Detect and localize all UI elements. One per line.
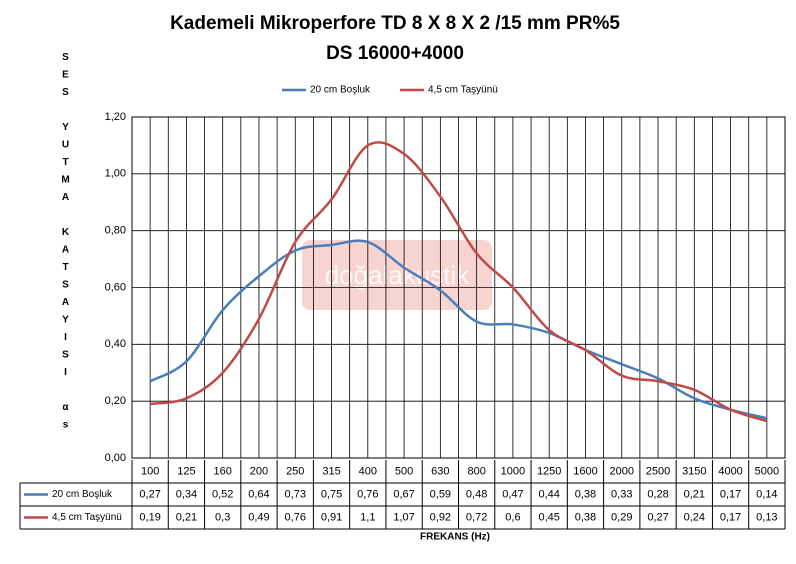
table-value: 0,19 (139, 511, 160, 523)
x-tick-label: 500 (395, 465, 413, 477)
table-value: 0,34 (176, 488, 197, 500)
chart-title: Kademeli Mikroperfore TD 8 X 8 X 2 /15 m… (170, 13, 620, 34)
x-tick-label: 2500 (646, 465, 670, 477)
table-value: 0,44 (538, 488, 559, 500)
table-value: 0,45 (538, 511, 559, 523)
x-tick-label: 250 (286, 465, 304, 477)
y-tick-label: 1,00 (105, 168, 126, 180)
x-tick-label: 1250 (537, 465, 561, 477)
x-tick-label: 4000 (718, 465, 742, 477)
y-tick-label: 0,00 (105, 452, 126, 464)
table-value: 0,6 (505, 511, 520, 523)
table-value: 0,14 (756, 488, 777, 500)
table-value: 0,48 (466, 488, 487, 500)
table-value: 0,76 (357, 488, 378, 500)
table-series-name: 20 cm Boşluk (52, 489, 113, 500)
table-value: 1,1 (360, 511, 375, 523)
table-value: 0,91 (321, 511, 342, 523)
plot-frame (131, 116, 786, 459)
x-tick-label: 800 (467, 465, 485, 477)
y-tick-label: 0,40 (105, 338, 126, 350)
x-tick-label: 1600 (573, 465, 597, 477)
table-value: 0,52 (212, 488, 233, 500)
watermark: doğalakustik (325, 260, 471, 290)
table-value: 0,75 (321, 488, 342, 500)
table-value: 0,72 (466, 511, 487, 523)
table-series-name: 4,5 cm Taşyünü (52, 512, 122, 523)
table-value: 0,29 (611, 511, 632, 523)
table-value: 0,33 (611, 488, 632, 500)
x-tick-label: 400 (359, 465, 377, 477)
table-value: 0,49 (248, 511, 269, 523)
x-tick-label: 100 (141, 465, 159, 477)
y-tick-label: 0,20 (105, 395, 126, 407)
series-line (149, 141, 768, 423)
table-value: 0,27 (647, 511, 668, 523)
chart-subtitle: DS 16000+4000 (326, 43, 464, 64)
table-value: 0,73 (285, 488, 306, 500)
x-tick-label: 630 (431, 465, 449, 477)
x-tick-label: 2000 (610, 465, 634, 477)
y-tick-label: 0,60 (105, 281, 126, 293)
table-value: 0,47 (502, 488, 523, 500)
table-value: 0,64 (248, 488, 269, 500)
table-value: 0,67 (393, 488, 414, 500)
x-tick-label: 3150 (682, 465, 706, 477)
x-tick-label: 315 (322, 465, 340, 477)
table-value: 0,27 (139, 488, 160, 500)
table-value: 0,3 (215, 511, 230, 523)
table-value: 0,17 (720, 511, 741, 523)
table-value: 0,59 (430, 488, 451, 500)
x-tick-label: 125 (177, 465, 195, 477)
legend-label: 4,5 cm Taşyünü (428, 85, 498, 96)
x-tick-label: 1000 (501, 465, 525, 477)
table-value: 0,24 (684, 511, 705, 523)
x-tick-label: 200 (250, 465, 268, 477)
table-value: 0,21 (176, 511, 197, 523)
table-value: 0,38 (575, 511, 596, 523)
x-tick-label: 160 (214, 465, 232, 477)
series-line (149, 239, 768, 420)
table-value: 0,28 (647, 488, 668, 500)
x-tick-label: 5000 (755, 465, 779, 477)
table-value: 0,17 (720, 488, 741, 500)
table-value: 0,38 (575, 488, 596, 500)
y-tick-label: 1,20 (105, 111, 126, 123)
y-tick-label: 0,80 (105, 225, 126, 237)
y-axis-label: SES YUTMA KATSAYISI αs (60, 52, 71, 437)
legend-label: 20 cm Boşluk (310, 85, 371, 96)
table-value: 0,76 (285, 511, 306, 523)
table-value: 1,07 (393, 511, 414, 523)
table-value: 0,13 (756, 511, 777, 523)
x-axis-label: FREKANS (Hz) (420, 532, 490, 543)
table-value: 0,21 (684, 488, 705, 500)
table-value: 0,92 (430, 511, 451, 523)
